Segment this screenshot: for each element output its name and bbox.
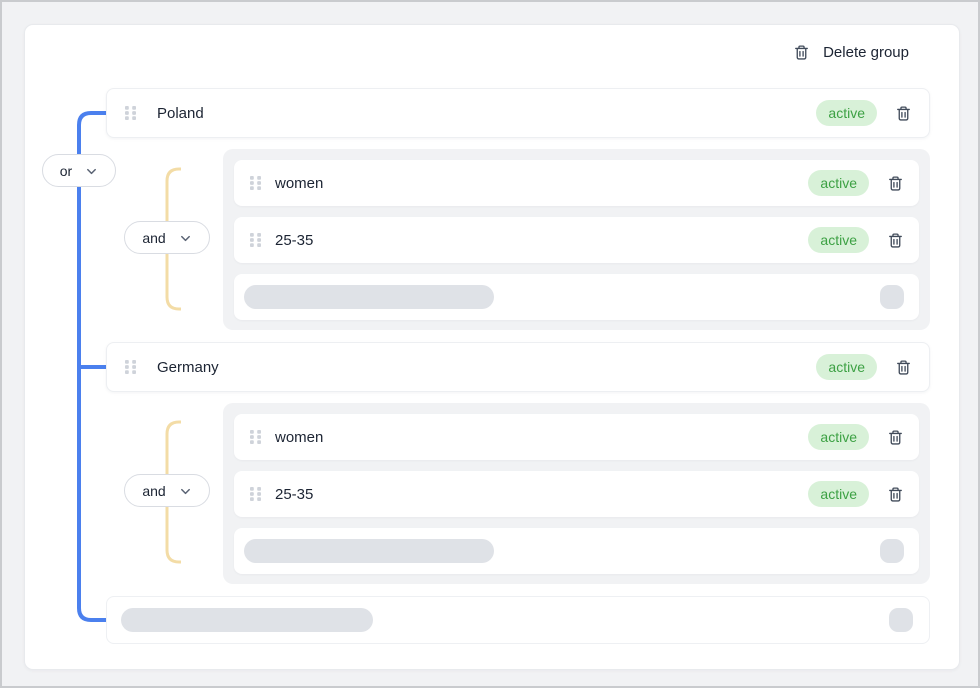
placeholder-row bbox=[106, 596, 930, 644]
skeleton-bar bbox=[121, 608, 373, 632]
trash-icon bbox=[793, 44, 810, 61]
trash-icon[interactable] bbox=[887, 486, 904, 503]
placeholder-row bbox=[234, 274, 919, 320]
placeholder-row bbox=[234, 528, 919, 574]
condition-label: 25-35 bbox=[275, 485, 314, 503]
operator-value: and bbox=[142, 482, 166, 499]
condition-row-25-35-1[interactable]: 25-35 active bbox=[234, 217, 919, 263]
skeleton-bar bbox=[244, 539, 494, 563]
trash-icon[interactable] bbox=[887, 175, 904, 192]
condition-label: women bbox=[275, 428, 324, 446]
drag-handle-icon[interactable] bbox=[249, 429, 262, 445]
operator-select-and-2[interactable]: and bbox=[124, 474, 210, 507]
drag-handle-icon[interactable] bbox=[124, 359, 137, 375]
drag-handle-icon[interactable] bbox=[124, 105, 137, 121]
condition-row-germany[interactable]: Germany active bbox=[106, 342, 930, 392]
trash-icon[interactable] bbox=[887, 232, 904, 249]
status-badge[interactable]: active bbox=[816, 354, 877, 380]
condition-label: 25-35 bbox=[275, 231, 314, 249]
skeleton-dot bbox=[889, 608, 913, 632]
trash-icon[interactable] bbox=[887, 429, 904, 446]
drag-handle-icon[interactable] bbox=[249, 486, 262, 502]
skeleton-dot bbox=[880, 539, 904, 563]
condition-row-women-2[interactable]: women active bbox=[234, 414, 919, 460]
delete-group-button[interactable]: Delete group bbox=[793, 44, 909, 61]
condition-label: Germany bbox=[157, 358, 219, 376]
chevron-down-icon bbox=[85, 165, 98, 178]
condition-row-25-35-2[interactable]: 25-35 active bbox=[234, 471, 919, 517]
drag-handle-icon[interactable] bbox=[249, 175, 262, 191]
status-badge[interactable]: active bbox=[808, 481, 869, 507]
delete-group-label: Delete group bbox=[823, 44, 909, 61]
trash-icon[interactable] bbox=[895, 359, 912, 376]
trash-icon[interactable] bbox=[895, 105, 912, 122]
status-badge[interactable]: active bbox=[816, 100, 877, 126]
operator-select-or[interactable]: or bbox=[42, 154, 116, 187]
condition-label: Poland bbox=[157, 104, 204, 122]
status-badge[interactable]: active bbox=[808, 170, 869, 196]
drag-handle-icon[interactable] bbox=[249, 232, 262, 248]
condition-row-women-1[interactable]: women active bbox=[234, 160, 919, 206]
skeleton-dot bbox=[880, 285, 904, 309]
status-badge[interactable]: active bbox=[808, 227, 869, 253]
chevron-down-icon bbox=[179, 232, 192, 245]
condition-label: women bbox=[275, 174, 324, 192]
operator-value: and bbox=[142, 229, 166, 246]
condition-row-poland[interactable]: Poland active bbox=[106, 88, 930, 138]
skeleton-bar bbox=[244, 285, 494, 309]
status-badge[interactable]: active bbox=[808, 424, 869, 450]
operator-select-and-1[interactable]: and bbox=[124, 221, 210, 254]
operator-value: or bbox=[59, 162, 73, 179]
chevron-down-icon bbox=[179, 485, 192, 498]
